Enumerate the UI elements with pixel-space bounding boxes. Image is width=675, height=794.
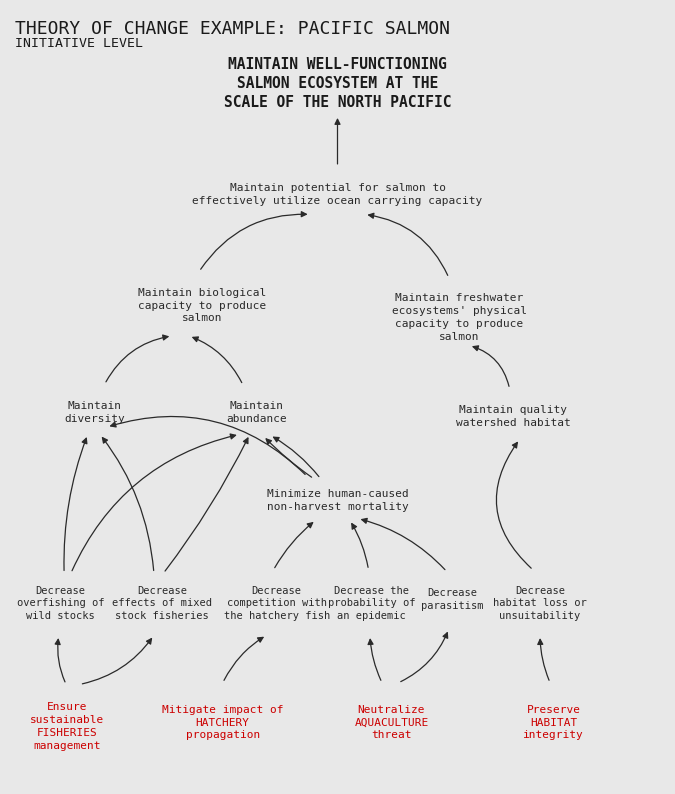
Text: Ensure
sustainable
FISHERIES
management: Ensure sustainable FISHERIES management	[30, 703, 105, 750]
Text: Decrease
habitat loss or
unsuitability: Decrease habitat loss or unsuitability	[493, 586, 587, 621]
Text: Minimize human-caused
non-harvest mortality: Minimize human-caused non-harvest mortal…	[267, 489, 408, 511]
Text: Decrease
overfishing of
wild stocks: Decrease overfishing of wild stocks	[17, 586, 105, 621]
Text: Decrease
competition with
the hatchery fish: Decrease competition with the hatchery f…	[223, 586, 330, 621]
Text: MAINTAIN WELL-FUNCTIONING
SALMON ECOSYSTEM AT THE
SCALE OF THE NORTH PACIFIC: MAINTAIN WELL-FUNCTIONING SALMON ECOSYST…	[223, 56, 452, 110]
Text: Maintain
abundance: Maintain abundance	[226, 402, 287, 424]
Text: Neutralize
AQUACULTURE
threat: Neutralize AQUACULTURE threat	[354, 705, 429, 740]
Text: Maintain
diversity: Maintain diversity	[64, 402, 125, 424]
Text: Decrease
effects of mixed
stock fisheries: Decrease effects of mixed stock fisherie…	[112, 586, 212, 621]
Text: Mitigate impact of
HATCHERY
propagation: Mitigate impact of HATCHERY propagation	[162, 705, 284, 740]
Text: THEORY OF CHANGE EXAMPLE: PACIFIC SALMON: THEORY OF CHANGE EXAMPLE: PACIFIC SALMON	[15, 20, 450, 38]
Text: Maintain potential for salmon to
effectively utilize ocean carrying capacity: Maintain potential for salmon to effecti…	[192, 183, 483, 206]
Text: Decrease
parasitism: Decrease parasitism	[421, 588, 483, 611]
Text: INITIATIVE LEVEL: INITIATIVE LEVEL	[15, 37, 143, 50]
Text: Maintain biological
capacity to produce
salmon: Maintain biological capacity to produce …	[138, 288, 267, 323]
Text: Preserve
HABITAT
integrity: Preserve HABITAT integrity	[523, 705, 584, 740]
Text: Maintain quality
watershed habitat: Maintain quality watershed habitat	[456, 406, 570, 428]
Text: Decrease the
probability of
an epidemic: Decrease the probability of an epidemic	[327, 586, 415, 621]
Text: Maintain freshwater
ecosystems' physical
capacity to produce
salmon: Maintain freshwater ecosystems' physical…	[392, 294, 526, 341]
